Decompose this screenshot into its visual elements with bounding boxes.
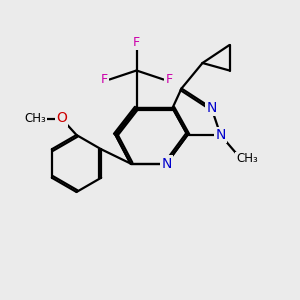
Text: CH₃: CH₃ (236, 152, 258, 166)
Text: F: F (100, 73, 108, 86)
Text: N: N (161, 157, 172, 170)
Text: N: N (215, 128, 226, 142)
Text: F: F (165, 73, 172, 86)
Text: F: F (133, 36, 140, 50)
Text: O: O (56, 112, 67, 125)
Text: N: N (206, 101, 217, 115)
Text: CH₃: CH₃ (24, 112, 46, 125)
